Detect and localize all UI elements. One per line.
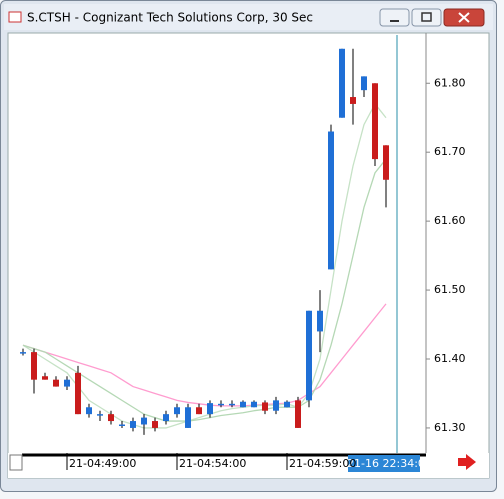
candle-body	[229, 403, 235, 406]
candle-body	[350, 97, 356, 104]
x-tick-label: 21-04:54:00	[179, 457, 246, 470]
candle-body	[174, 407, 180, 415]
moving-average	[22, 303, 387, 407]
candle-body	[152, 421, 158, 428]
candle-body	[86, 407, 92, 415]
candle-body	[20, 352, 26, 354]
icon	[421, 12, 432, 22]
candle-body	[383, 145, 389, 180]
candle-body	[218, 403, 224, 406]
cursor-label-box	[348, 455, 420, 472]
candle-body	[130, 421, 136, 428]
candle-body	[163, 414, 169, 422]
app-icon	[8, 11, 22, 23]
x-tick-label: 21-04:49:00	[69, 457, 136, 470]
y-tick-label: 61.60	[434, 214, 466, 227]
chart-panel	[7, 32, 490, 479]
y-tick-label: 61.50	[434, 283, 466, 296]
window-title: S.CTSH - Cognizant Tech Solutions Corp, …	[27, 11, 313, 25]
candle-body	[196, 407, 202, 415]
candle-body	[240, 401, 246, 408]
y-tick-label: 61.70	[434, 145, 466, 158]
candle-body	[207, 403, 213, 415]
candle-body	[75, 372, 81, 415]
maximize-button[interactable]	[411, 8, 442, 27]
candle-body	[251, 401, 257, 408]
y-tick-label: 61.40	[434, 352, 466, 365]
x-tick-label: 21-04:59:00	[289, 457, 356, 470]
candle-body	[108, 414, 114, 422]
candle-body	[53, 379, 59, 387]
candle-body	[284, 401, 290, 408]
icon	[458, 12, 470, 23]
scroll-box[interactable]	[9, 454, 23, 471]
y-tick-label: 61.30	[434, 421, 466, 434]
candle-body	[339, 48, 345, 118]
candle-body	[317, 310, 323, 332]
candle-body	[328, 131, 334, 270]
candle-body	[185, 407, 191, 428]
moving-average	[22, 158, 387, 422]
candle-body	[306, 310, 312, 401]
candle-body	[361, 76, 367, 91]
moving-average	[22, 102, 387, 429]
candle-body	[295, 400, 301, 428]
candle-body	[64, 379, 70, 387]
candle-body	[31, 352, 37, 380]
candle-body	[273, 400, 279, 411]
scroll-arrow[interactable]	[458, 454, 476, 470]
candle-body	[262, 402, 268, 411]
minimize-button[interactable]	[379, 8, 410, 27]
y-tick-label: 61.80	[434, 76, 466, 89]
candle-body	[42, 376, 48, 380]
candle-body	[372, 83, 378, 160]
candle-body	[141, 417, 147, 425]
cursor-label: 6-21-16 22:34:00	[336, 457, 432, 470]
candle-body	[97, 414, 103, 416]
candle-body	[119, 424, 125, 426]
